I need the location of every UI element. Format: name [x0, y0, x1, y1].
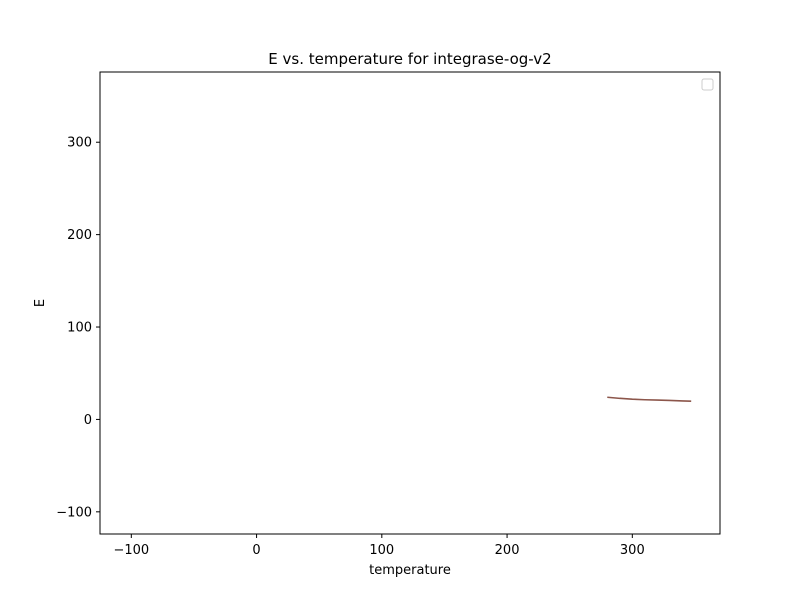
y-tick-label: −100: [56, 505, 92, 520]
x-tick-label: 100: [369, 543, 394, 558]
y-tick-label: 300: [67, 136, 92, 151]
y-tick-label: 100: [67, 321, 92, 336]
x-tick-label: 300: [620, 543, 645, 558]
y-tick-label: 200: [67, 228, 92, 243]
y-tick-label: 0: [84, 413, 92, 428]
legend-box: [702, 79, 713, 90]
x-tick-label: −100: [113, 543, 149, 558]
chart-title: E vs. temperature for integrase-og-v2: [268, 50, 551, 68]
x-tick-label: 0: [252, 543, 260, 558]
x-axis-label: temperature: [369, 563, 451, 578]
x-tick-label: 200: [495, 543, 520, 558]
y-axis-label: E: [33, 299, 48, 307]
